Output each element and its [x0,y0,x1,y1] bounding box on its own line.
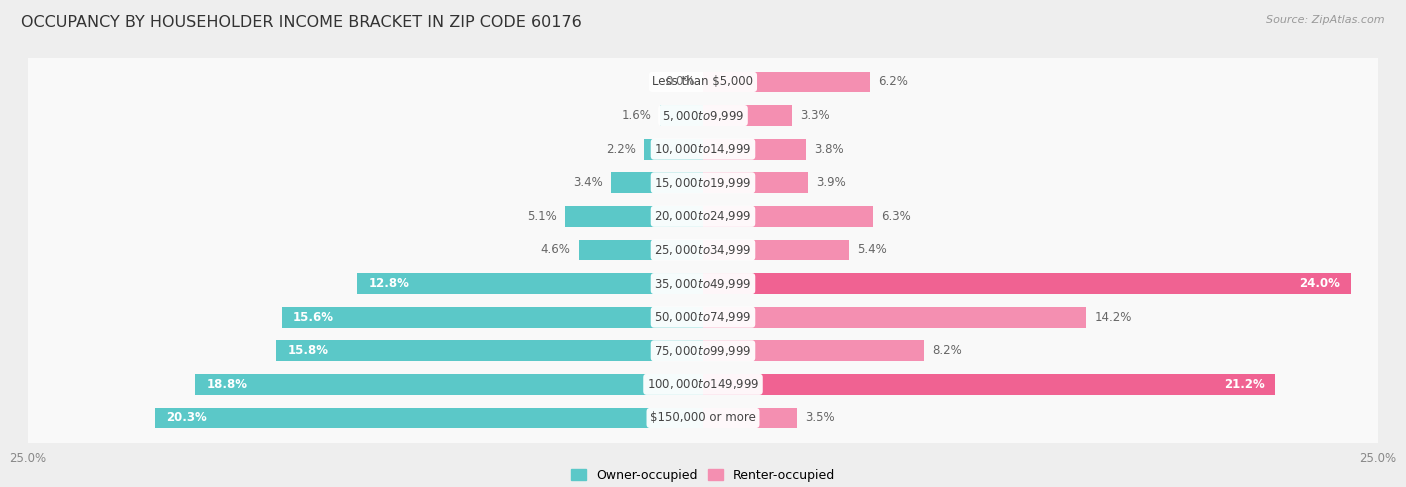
Text: 15.8%: 15.8% [287,344,328,357]
FancyBboxPatch shape [15,156,1391,210]
Text: 1.6%: 1.6% [621,109,652,122]
Text: 3.5%: 3.5% [806,412,835,425]
Text: 5.1%: 5.1% [527,210,557,223]
Text: $5,000 to $9,999: $5,000 to $9,999 [662,109,744,123]
Text: 12.8%: 12.8% [368,277,409,290]
Bar [281,307,703,328]
Text: $25,000 to $34,999: $25,000 to $34,999 [654,243,752,257]
Text: 21.2%: 21.2% [1223,378,1264,391]
FancyBboxPatch shape [15,189,1391,244]
Bar [703,340,924,361]
Bar [195,374,703,395]
Text: 18.8%: 18.8% [207,378,247,391]
Text: 15.6%: 15.6% [292,311,333,324]
Text: 3.8%: 3.8% [814,143,844,156]
Text: $15,000 to $19,999: $15,000 to $19,999 [654,176,752,190]
Text: Source: ZipAtlas.com: Source: ZipAtlas.com [1267,15,1385,25]
Text: 14.2%: 14.2% [1094,311,1132,324]
Text: 3.9%: 3.9% [817,176,846,189]
Text: $75,000 to $99,999: $75,000 to $99,999 [654,344,752,358]
Bar [703,307,1087,328]
Bar [659,105,703,126]
FancyBboxPatch shape [15,324,1391,378]
Bar [703,72,870,93]
Bar [612,172,703,193]
Bar [703,374,1275,395]
FancyBboxPatch shape [15,223,1391,277]
Text: Less than $5,000: Less than $5,000 [652,75,754,89]
Bar [703,206,873,227]
Bar [703,105,792,126]
Text: 4.6%: 4.6% [541,244,571,257]
Text: 6.2%: 6.2% [879,75,908,89]
Text: 8.2%: 8.2% [932,344,962,357]
FancyBboxPatch shape [15,55,1391,109]
Bar [703,240,849,261]
Text: OCCUPANCY BY HOUSEHOLDER INCOME BRACKET IN ZIP CODE 60176: OCCUPANCY BY HOUSEHOLDER INCOME BRACKET … [21,15,582,30]
Bar [703,139,806,160]
Bar [703,408,797,429]
Bar [357,273,703,294]
FancyBboxPatch shape [15,257,1391,311]
Text: $20,000 to $24,999: $20,000 to $24,999 [654,209,752,224]
Text: $35,000 to $49,999: $35,000 to $49,999 [654,277,752,291]
Legend: Owner-occupied, Renter-occupied: Owner-occupied, Renter-occupied [567,464,839,487]
Text: 20.3%: 20.3% [166,412,207,425]
FancyBboxPatch shape [15,122,1391,176]
Text: 6.3%: 6.3% [882,210,911,223]
Bar [155,408,703,429]
Text: 3.4%: 3.4% [574,176,603,189]
Text: $100,000 to $149,999: $100,000 to $149,999 [647,377,759,392]
Text: $150,000 or more: $150,000 or more [650,412,756,425]
Text: 24.0%: 24.0% [1299,277,1340,290]
FancyBboxPatch shape [15,357,1391,412]
FancyBboxPatch shape [15,391,1391,445]
Bar [703,273,1351,294]
Text: $50,000 to $74,999: $50,000 to $74,999 [654,310,752,324]
FancyBboxPatch shape [15,89,1391,143]
Text: 3.3%: 3.3% [800,109,830,122]
Bar [565,206,703,227]
Bar [277,340,703,361]
Bar [579,240,703,261]
Bar [644,139,703,160]
Text: 0.0%: 0.0% [665,75,695,89]
Bar [703,172,808,193]
Text: 5.4%: 5.4% [856,244,887,257]
Text: 2.2%: 2.2% [606,143,636,156]
FancyBboxPatch shape [15,290,1391,344]
Text: $10,000 to $14,999: $10,000 to $14,999 [654,142,752,156]
